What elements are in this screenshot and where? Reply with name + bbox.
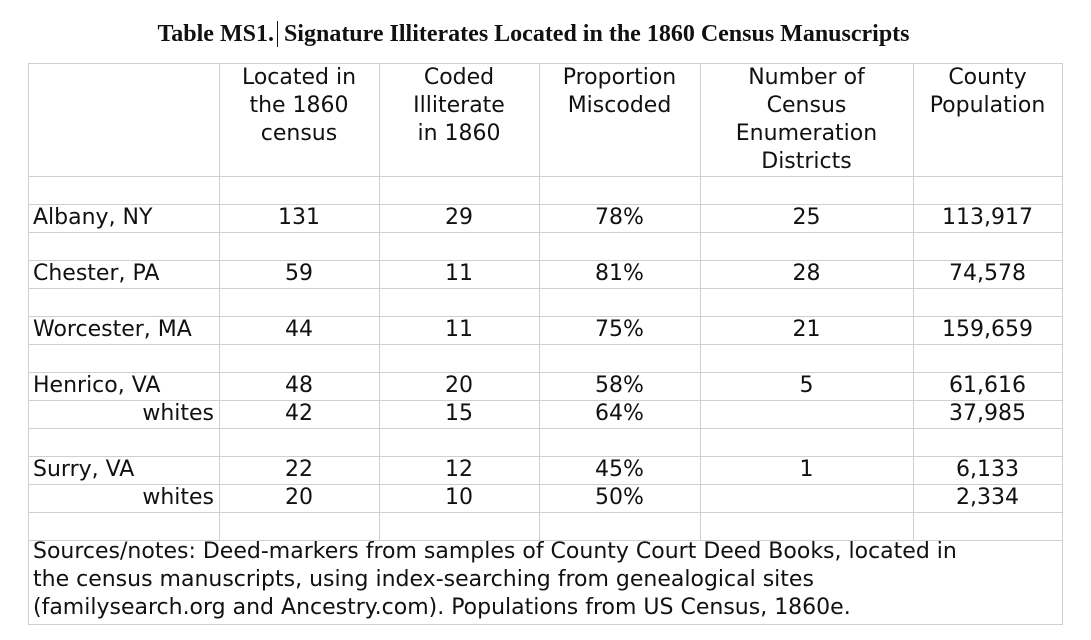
cell: 12 xyxy=(445,457,473,482)
grid-line xyxy=(28,63,29,624)
cell: 21 xyxy=(792,317,821,342)
cell: 61,616 xyxy=(949,373,1026,398)
cell: 42 xyxy=(285,401,313,426)
grid-line xyxy=(539,63,540,540)
cell: 5 xyxy=(799,373,814,398)
row-label: Henrico, VA xyxy=(33,373,161,398)
grid-line xyxy=(219,63,220,540)
column-header: Districts xyxy=(761,149,852,174)
cell: 15 xyxy=(445,401,473,426)
cell: 75% xyxy=(595,317,644,342)
column-header: Number of xyxy=(748,65,865,90)
cell: 37,985 xyxy=(949,401,1026,426)
cell: 159,659 xyxy=(942,317,1033,342)
column-header: Census xyxy=(766,93,847,118)
grid-line xyxy=(379,63,380,540)
notes-line: the census manuscripts, using index-sear… xyxy=(33,567,814,592)
grid-line xyxy=(28,232,1063,233)
row-label: Worcester, MA xyxy=(33,317,192,342)
cell: 78% xyxy=(595,205,644,230)
cell: 48 xyxy=(285,373,313,398)
cell: 22 xyxy=(285,457,313,482)
grid-line xyxy=(28,288,1063,289)
grid-line xyxy=(28,512,1063,513)
grid-line xyxy=(28,260,1063,261)
grid-line xyxy=(28,456,1063,457)
grid-line xyxy=(28,316,1063,317)
cell: 6,133 xyxy=(956,457,1019,482)
row-label: Surry, VA xyxy=(33,457,135,482)
column-header: in 1860 xyxy=(417,121,501,146)
cell: 10 xyxy=(445,485,473,510)
cell: 44 xyxy=(285,317,313,342)
notes-line: Sources/notes: Deed-markers from samples… xyxy=(33,539,957,564)
cell: 2,334 xyxy=(956,485,1019,510)
table-title: Table MS1. Signature Illiterates Located … xyxy=(0,18,1067,50)
grid-line xyxy=(28,344,1063,345)
cell: 131 xyxy=(278,205,320,230)
grid-line xyxy=(28,428,1063,429)
cell: 28 xyxy=(792,261,821,286)
sub-row-label: whites xyxy=(142,485,214,510)
grid-line xyxy=(28,204,1063,205)
grid-line xyxy=(28,372,1063,373)
cell: 25 xyxy=(792,205,821,230)
cell: 81% xyxy=(595,261,644,286)
cell: 58% xyxy=(595,373,644,398)
row-label: Albany, NY xyxy=(33,205,153,230)
cell: 74,578 xyxy=(949,261,1026,286)
grid-line xyxy=(1062,63,1063,624)
cell: 59 xyxy=(285,261,313,286)
table-caption: Signature Illiterates Located in the 186… xyxy=(283,21,910,47)
notes-line: (familysearch.org and Ancestry.com). Pop… xyxy=(33,595,851,620)
table-number: Table MS1. xyxy=(157,21,274,47)
column-header: Miscoded xyxy=(567,93,672,118)
column-header: census xyxy=(260,121,338,146)
row-label: Chester, PA xyxy=(33,261,160,286)
cell: 20 xyxy=(285,485,313,510)
cell: 45% xyxy=(595,457,644,482)
cell: 11 xyxy=(445,317,473,342)
cell: 20 xyxy=(445,373,473,398)
cell: 11 xyxy=(445,261,473,286)
grid-line xyxy=(28,484,1063,485)
cell: 64% xyxy=(595,401,644,426)
cell: 113,917 xyxy=(942,205,1033,230)
grid-line xyxy=(700,63,701,540)
column-header: Illiterate xyxy=(413,93,505,118)
grid-line xyxy=(28,540,1063,541)
column-header: the 1860 xyxy=(249,93,349,118)
grid-line xyxy=(28,624,1063,625)
grid-line xyxy=(28,176,1063,177)
cell: 1 xyxy=(799,457,814,482)
column-header: Located in xyxy=(241,65,357,90)
grid-line xyxy=(28,63,1063,64)
column-header: Enumeration xyxy=(735,121,878,146)
column-header: Coded xyxy=(423,65,495,90)
cell: 29 xyxy=(445,205,473,230)
sub-row-label: whites xyxy=(142,401,214,426)
grid-line xyxy=(913,63,914,540)
column-header: County xyxy=(948,65,1027,90)
cell: 50% xyxy=(595,485,644,510)
column-header: Population xyxy=(929,93,1046,118)
grid-line xyxy=(28,400,1063,401)
column-header: Proportion xyxy=(562,65,677,90)
